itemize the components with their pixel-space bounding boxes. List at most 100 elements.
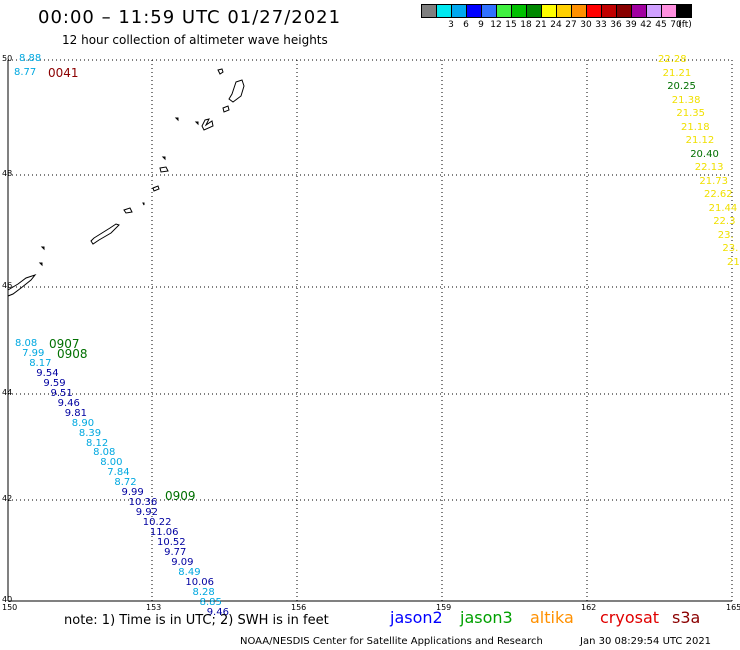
pass-time-label: 0909 bbox=[165, 489, 196, 503]
legend-swatch-label: 15 bbox=[505, 20, 517, 30]
credit-line: NOAA/NESDIS Center for Satellite Applica… bbox=[240, 636, 543, 647]
wave-height-value: 8.28 bbox=[192, 586, 215, 598]
island-outline bbox=[90, 223, 120, 245]
legend-swatches bbox=[421, 4, 692, 18]
latitude-label: 44 bbox=[2, 388, 13, 397]
wave-height-value: 9.81 bbox=[64, 407, 87, 419]
island-outline bbox=[123, 207, 133, 214]
pass-time-label: 0907 bbox=[49, 337, 80, 351]
longitude-label: 153 bbox=[146, 603, 162, 612]
legend-swatch bbox=[496, 4, 512, 18]
wave-height-value: 21.35 bbox=[676, 108, 706, 119]
legend-swatch bbox=[616, 4, 632, 18]
footer-note: note: 1) Time is in UTC; 2) SWH is in fe… bbox=[64, 613, 329, 628]
wave-height-value: 10.06 bbox=[185, 576, 215, 588]
island-outline bbox=[194, 121, 199, 126]
satellite-name: jason3 bbox=[460, 608, 513, 627]
wave-height-value: 8.49 bbox=[178, 566, 201, 578]
legend-swatch bbox=[571, 4, 587, 18]
legend-swatch bbox=[556, 4, 572, 18]
legend-swatch-label: 27 bbox=[565, 20, 577, 30]
legend-swatch-label: 18 bbox=[520, 20, 532, 30]
legend-swatch-label: 24 bbox=[550, 20, 562, 30]
wave-height-value: 10.36 bbox=[128, 497, 158, 509]
wave-height-value: 9.51 bbox=[50, 387, 73, 399]
legend-swatch bbox=[451, 4, 467, 18]
legend-swatch bbox=[541, 4, 557, 18]
wave-height-value: 9.46 bbox=[57, 397, 80, 409]
pass-time-label: 0041 bbox=[48, 66, 79, 80]
wave-height-value: 8.72 bbox=[114, 477, 137, 489]
satellite-name: jason2 bbox=[390, 608, 443, 627]
wave-height-value: 8.12 bbox=[86, 437, 109, 449]
legend-swatch bbox=[466, 4, 482, 18]
legend-swatch bbox=[631, 4, 647, 18]
satellite-name: cryosat bbox=[600, 608, 660, 627]
wave-height-value: 8.77 bbox=[14, 67, 37, 78]
wave-height-value: 9.54 bbox=[36, 367, 59, 379]
island-outline bbox=[217, 68, 224, 75]
longitude-label: 159 bbox=[436, 603, 452, 612]
wave-height-value: 9.46 bbox=[206, 606, 229, 618]
wave-height-value: 20.40 bbox=[690, 148, 719, 160]
wave-height-value: 7.84 bbox=[107, 467, 130, 479]
map-subtitle: 12 hour collection of altimeter wave hei… bbox=[62, 33, 328, 47]
wave-height-value: 9.92 bbox=[135, 507, 158, 519]
latitude-label: 48 bbox=[2, 169, 13, 178]
wave-height-value: 9.59 bbox=[43, 377, 66, 389]
wave-height-value: 23. bbox=[717, 229, 734, 241]
island-outline bbox=[40, 246, 45, 251]
legend-swatch-label: 39 bbox=[625, 20, 637, 30]
island-outline bbox=[38, 262, 43, 267]
island-outline bbox=[161, 156, 166, 161]
satellite-name: altika bbox=[530, 608, 574, 627]
map-title: 00:00 – 11:59 UTC 01/27/2021 bbox=[38, 7, 342, 28]
longitude-label: 162 bbox=[581, 603, 597, 612]
wave-height-value: 8.90 bbox=[71, 417, 95, 429]
latitude-label: 40 bbox=[2, 595, 13, 604]
legend-swatch-label: 12 bbox=[490, 20, 502, 30]
wave-height-value: 7.99 bbox=[22, 347, 45, 359]
legend-swatch-label: 70 bbox=[670, 20, 682, 30]
wave-height-value: 9.99 bbox=[121, 487, 144, 499]
wave-height-value: 21.38 bbox=[671, 94, 701, 106]
wave-height-value: 21.44 bbox=[708, 202, 738, 214]
wave-height-value: 8.39 bbox=[78, 427, 102, 439]
wave-height-value: 22.13 bbox=[694, 162, 724, 173]
satellite-name: s3a bbox=[672, 608, 701, 627]
legend-swatch bbox=[436, 4, 452, 18]
wave-height-value: 8.08 bbox=[15, 338, 38, 349]
island-outline bbox=[142, 202, 145, 206]
legend-swatch bbox=[421, 4, 437, 18]
wave-height-value: 8.00 bbox=[100, 457, 123, 469]
graticule bbox=[7, 59, 733, 602]
island-outline bbox=[159, 166, 169, 173]
pass-time-label: 0908 bbox=[57, 347, 88, 361]
legend-swatch-label: 42 bbox=[640, 20, 652, 30]
legend-swatch-label: 30 bbox=[580, 20, 592, 30]
legend-swatch-label: 21 bbox=[535, 20, 547, 30]
coastline-kuril-islands bbox=[7, 68, 245, 297]
legend-swatch-label: 6 bbox=[463, 20, 469, 30]
legend-swatch bbox=[526, 4, 542, 18]
wave-height-value: 21.12 bbox=[685, 135, 715, 146]
wave-height-value: 8.17 bbox=[29, 357, 52, 369]
wave-height-value: 8.08 bbox=[93, 447, 116, 459]
wave-height-value: 9.09 bbox=[171, 556, 194, 568]
wave-height-value: 21 bbox=[727, 256, 740, 268]
coastline-kamchatka-tip bbox=[7, 273, 37, 297]
legend-swatch bbox=[586, 4, 602, 18]
legend-swatch bbox=[661, 4, 677, 18]
legend-swatch-label: 36 bbox=[610, 20, 622, 30]
island-outline bbox=[174, 117, 179, 122]
wave-height-value: 8.88 bbox=[19, 53, 42, 64]
wave-height-value: 22.62 bbox=[704, 189, 733, 200]
legend-swatch bbox=[646, 4, 662, 18]
color-legend bbox=[421, 4, 692, 18]
wave-height-value: 9.77 bbox=[164, 546, 187, 558]
wave-height-value: 10.22 bbox=[142, 517, 172, 529]
legend-swatch-label: 33 bbox=[595, 20, 607, 30]
wave-height-value: 10.52 bbox=[157, 537, 186, 548]
wave-height-value: 22.3 bbox=[713, 216, 736, 227]
